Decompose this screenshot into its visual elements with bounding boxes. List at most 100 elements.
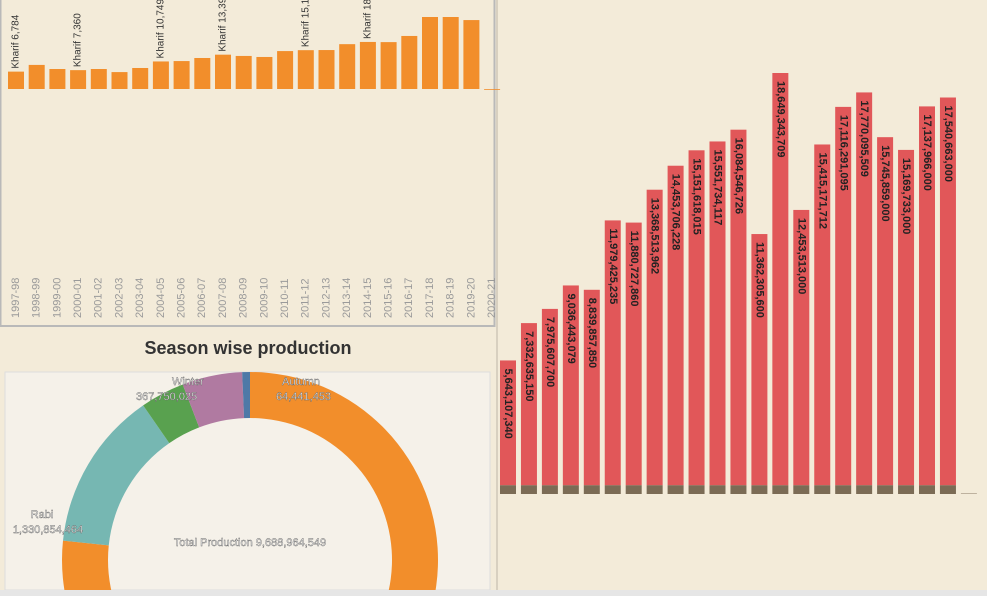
bar-segment: [919, 485, 935, 494]
bar-segment: [500, 485, 516, 494]
year-label: 2014-15: [362, 278, 374, 318]
bar-segment: [814, 485, 831, 494]
data-label: 7,332,635,150: [523, 331, 535, 401]
bar: [8, 71, 24, 89]
year-label: 2008-09: [238, 278, 250, 318]
donut-segment: [182, 372, 245, 428]
data-label: 8,839,857,850: [586, 298, 598, 368]
data-label: 12,453,513,000: [795, 218, 807, 294]
data-label: 17,116,291,095: [837, 115, 849, 191]
bar: [70, 70, 87, 89]
year-label: 2016-17: [403, 278, 415, 318]
bar: [111, 72, 128, 89]
bar: [442, 17, 459, 89]
bar-segment: [688, 485, 705, 494]
bar-segment: [730, 129, 747, 486]
donut-segment: [62, 372, 438, 590]
year-label: 2006-07: [196, 278, 208, 318]
bar-segment: [814, 144, 831, 486]
bar: [484, 89, 501, 90]
bar-segment: [751, 485, 768, 494]
data-label: Kharif 6,784: [11, 14, 22, 68]
year-label: 2005-06: [176, 278, 188, 318]
bar-segment: [625, 222, 642, 486]
year-label: 2015-16: [383, 278, 395, 318]
bar-segment: [835, 485, 852, 494]
year-label: 2004-05: [155, 278, 167, 318]
bar: [256, 56, 273, 89]
bar-segment: [793, 209, 810, 486]
data-label: 13,368,513,962: [649, 198, 661, 274]
data-label: 15,745,859,000: [879, 145, 891, 221]
year-label: 2020-21: [486, 278, 498, 318]
bar: [401, 35, 418, 89]
data-label: 15,551,734,117: [712, 149, 724, 225]
bar-segment: [520, 485, 537, 494]
bar-segment: [541, 308, 558, 486]
bar-segment: [562, 485, 579, 494]
bar: [90, 69, 107, 89]
bottom-strip: [0, 590, 987, 596]
bar-segment: [646, 189, 663, 486]
bar: [359, 41, 376, 89]
bar: [277, 51, 294, 89]
year-label: 2012-13: [320, 278, 332, 318]
donut-segment: [63, 405, 170, 546]
bar: [215, 54, 231, 89]
bar: [152, 61, 169, 89]
segment-value: 367,750,025: [136, 391, 197, 403]
bar-segment: [730, 485, 747, 494]
bar: [132, 67, 149, 89]
donut-title: Season wise production: [144, 338, 351, 358]
bar: [318, 50, 335, 89]
bar-segment: [667, 165, 684, 486]
donut-chart: [62, 372, 438, 590]
bar-segment: [877, 137, 894, 486]
year-label: 2003-04: [134, 278, 146, 318]
bar-segment: [877, 485, 894, 494]
donut-segment: [242, 372, 250, 419]
data-label: 16,084,546,726: [733, 138, 745, 214]
bar-segment: [562, 285, 579, 486]
year-label: 2002-03: [113, 278, 125, 318]
year-label: 2007-08: [217, 278, 229, 318]
year-label: 2010-11: [279, 278, 291, 318]
bar-segment: [898, 485, 915, 494]
bar-segment: [919, 106, 935, 486]
data-label: Kharif 10,749: [156, 0, 167, 58]
segment-label: Autumn: [282, 376, 320, 388]
bar-segment: [646, 485, 663, 494]
bar: [49, 69, 66, 89]
data-label: Kharif 7,360: [73, 13, 84, 67]
data-label: 18,649,343,709: [774, 81, 786, 157]
data-label: 17,137,966,000: [921, 114, 933, 190]
bar-segment: [541, 485, 558, 494]
bar: [339, 44, 356, 89]
bar: [194, 57, 211, 89]
year-label: 2018-19: [445, 278, 457, 318]
bar: [463, 20, 480, 89]
data-label: Kharif 18,365: [363, 0, 374, 39]
data-label: 5,643,107,340: [502, 368, 514, 438]
bar-segment: [709, 485, 726, 494]
data-label: 15,169,733,000: [900, 158, 912, 234]
bar-segment: [793, 485, 810, 494]
bar-segment: [939, 485, 956, 494]
bar-segment: [751, 234, 768, 486]
bar-segment: [709, 141, 726, 486]
bar-segment: [856, 92, 873, 486]
bar: [28, 64, 45, 89]
year-label: 2011-12: [300, 278, 312, 318]
year-label: 2017-18: [424, 278, 436, 318]
year-label: 1998-99: [31, 278, 43, 318]
data-label: 11,979,425,235: [607, 228, 619, 304]
year-label: 1997-98: [10, 278, 22, 318]
data-label: 17,540,663,000: [942, 106, 954, 182]
bar-segment: [856, 485, 873, 494]
segment-label: Rabi: [31, 509, 54, 521]
bar-segment: [583, 289, 600, 486]
bar-segment: [772, 485, 789, 494]
bar: [297, 50, 314, 89]
